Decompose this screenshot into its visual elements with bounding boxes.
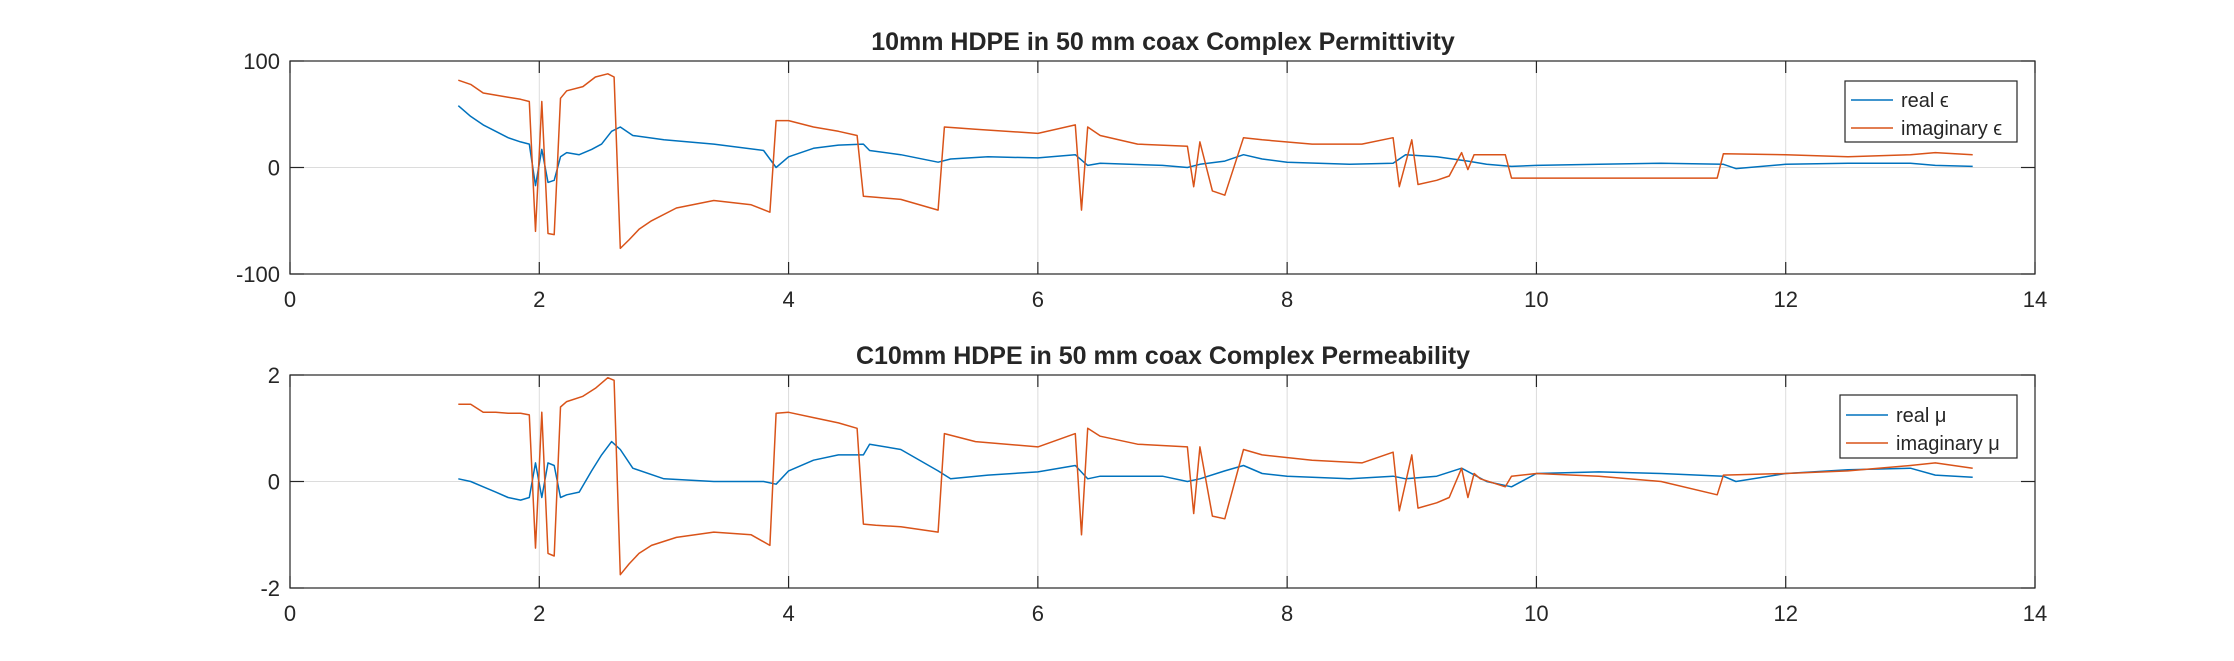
legend-box (1839, 394, 2018, 459)
series-line (458, 440, 1973, 501)
x-tick-label: 8 (1281, 287, 1293, 312)
panel-permittivity: 10mm HDPE in 50 mm coax Complex Permitti… (236, 28, 2047, 312)
x-tick-label: 14 (2023, 287, 2047, 312)
x-tick-label: 14 (2023, 601, 2047, 626)
series-line (458, 73, 1973, 250)
legend-label: real μ (1896, 405, 1946, 427)
series-line (457, 105, 1973, 187)
x-tick-label: 12 (1773, 287, 1797, 312)
plot-series (457, 73, 1973, 250)
y-tick-label: 0 (268, 470, 280, 495)
y-tick-label: 100 (243, 49, 280, 74)
legend-label: imaginary ϵ (1901, 118, 2002, 140)
x-tick-label: 12 (1773, 601, 1797, 626)
chart-title: 10mm HDPE in 50 mm coax Complex Permitti… (871, 28, 1455, 56)
x-tick-label: 10 (1524, 601, 1548, 626)
chart-title: C10mm HDPE in 50 mm coax Complex Permeab… (856, 342, 1470, 370)
y-tick-label: -2 (260, 576, 280, 601)
x-tick-label: 2 (533, 287, 545, 312)
x-tick-label: 8 (1281, 601, 1293, 626)
y-tick-label: 0 (268, 156, 280, 181)
y-tick-label: -100 (236, 262, 280, 287)
x-tick-label: 0 (284, 287, 296, 312)
legend-label: real ϵ (1901, 90, 1949, 112)
legend: real ϵ imaginary ϵ (1844, 80, 2018, 143)
panel-permeability: C10mm HDPE in 50 mm coax Complex Permeab… (260, 342, 2047, 626)
x-tick-label: 0 (284, 601, 296, 626)
x-tick-label: 4 (782, 601, 794, 626)
legend: real μ imaginary μ (1839, 394, 2018, 459)
legend-label: imaginary μ (1896, 433, 2000, 455)
x-tick-label: 4 (782, 287, 794, 312)
series-line (458, 376, 1973, 576)
x-tick-label: 2 (533, 601, 545, 626)
x-tick-label: 10 (1524, 287, 1548, 312)
axis-ticks: 0 2 4 6 8 10 12 14-202 (260, 363, 2047, 626)
legend-box (1844, 80, 2018, 143)
y-tick-label: 2 (268, 363, 280, 388)
x-tick-label: 6 (1032, 287, 1044, 312)
x-tick-label: 6 (1032, 601, 1044, 626)
plot-series (458, 376, 1973, 576)
